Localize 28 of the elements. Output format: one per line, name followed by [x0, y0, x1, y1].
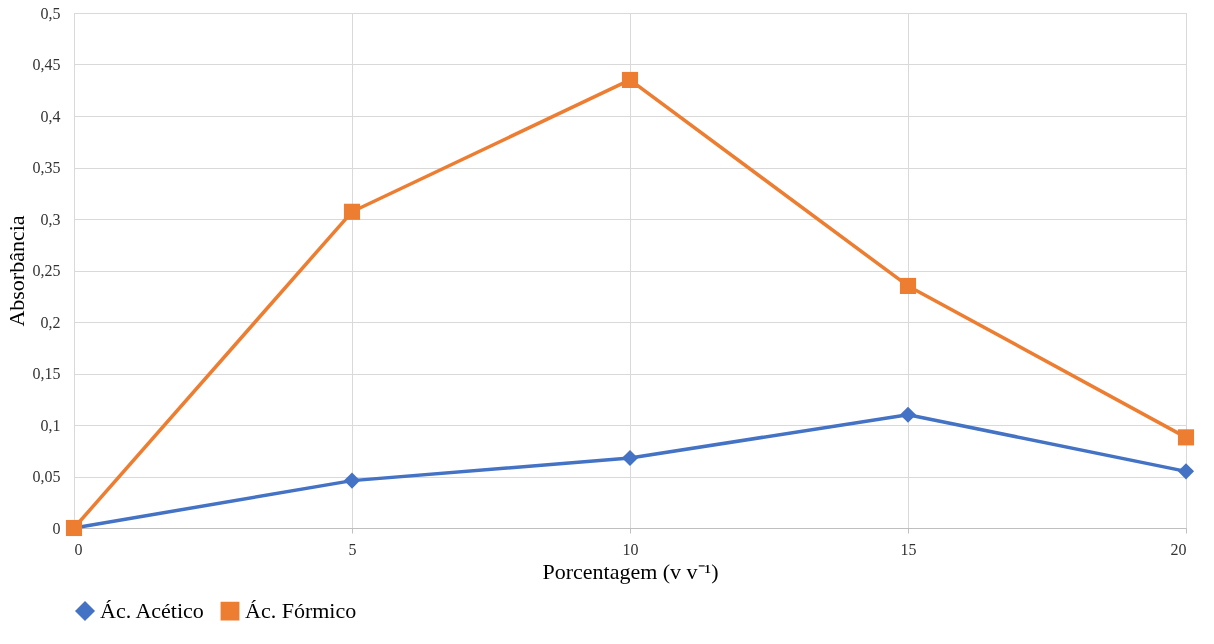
- point: [621, 449, 639, 467]
- point: [1177, 429, 1195, 446]
- x-tick-label: 10: [622, 540, 639, 558]
- legend-label: Ác. Acético: [100, 598, 204, 624]
- point: [343, 472, 361, 489]
- y-tick-label: 0,35: [32, 159, 61, 176]
- x-axis-title: Porcentagem (v v⁻¹): [542, 558, 719, 584]
- y-tick-label: 0,2: [40, 313, 61, 331]
- x-tick-label: 15: [900, 540, 917, 558]
- y-tick-label: 0,1: [40, 416, 61, 434]
- y-tick-label: 0,15: [32, 365, 61, 382]
- y-tick-label: 0,5: [40, 4, 61, 22]
- y-axis-title: Absorbância: [3, 215, 29, 327]
- point: [899, 277, 917, 295]
- y-tick-label: 0,3: [40, 210, 61, 228]
- point: [899, 406, 917, 423]
- y-tick-label: 0: [52, 519, 61, 537]
- y-tick-label: 0,25: [32, 262, 61, 279]
- legend-label: Ác. Fórmico: [245, 598, 357, 624]
- y-tick-label: 0,4: [40, 107, 61, 125]
- x-tick-label: 5: [348, 540, 357, 558]
- x-tick-label: 0: [74, 540, 83, 558]
- point: [1177, 463, 1195, 480]
- point: [343, 203, 361, 220]
- y-tick-label: 0,05: [32, 468, 61, 485]
- x-tick-label: 20: [1170, 540, 1187, 558]
- y-tick-label: 0,45: [32, 56, 61, 73]
- point: [621, 71, 639, 89]
